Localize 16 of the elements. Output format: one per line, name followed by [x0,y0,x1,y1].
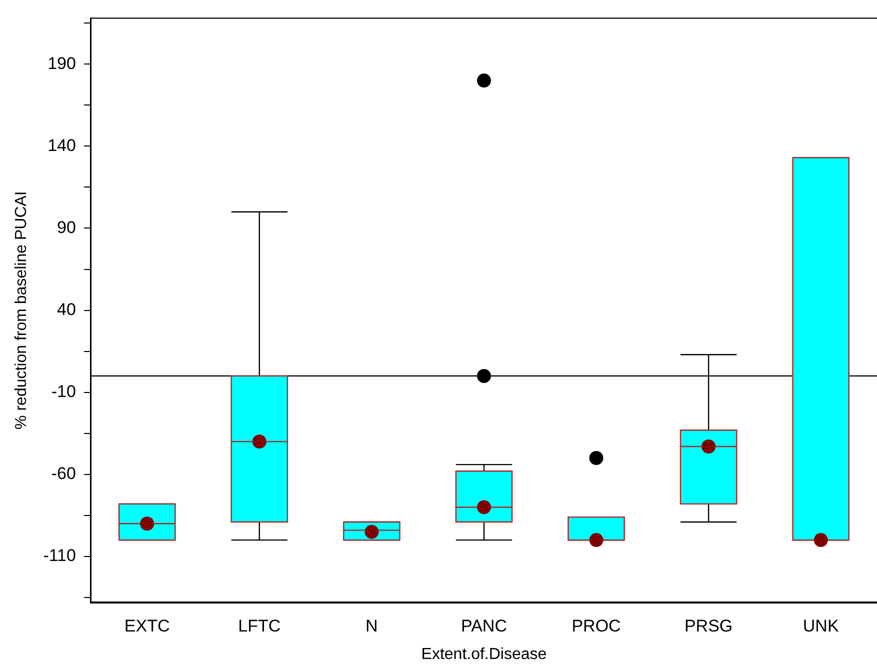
x-tick-label: UNK [802,616,840,636]
y-tick-label: 90 [57,218,76,237]
x-tick-label: LFTC [238,616,281,636]
y-tick-label: -110 [43,546,76,566]
x-axis-title: Extent.of.Disease [421,646,547,663]
y-tick-label: 140 [48,136,76,155]
y-tick-label: -60 [51,464,76,484]
y-tick-label: 40 [57,300,76,319]
y-axis-title: % reduction from baseline PUCAI [13,191,30,430]
x-tick-label: PRSG [684,616,733,636]
x-tick-label: EXTC [124,616,170,636]
x-tick-label: N [366,616,378,636]
y-tick-label: 190 [48,54,76,73]
y-tick-label: -10 [51,382,76,402]
x-tick-label: PROC [572,616,621,636]
x-tick-label: PANC [460,616,507,636]
